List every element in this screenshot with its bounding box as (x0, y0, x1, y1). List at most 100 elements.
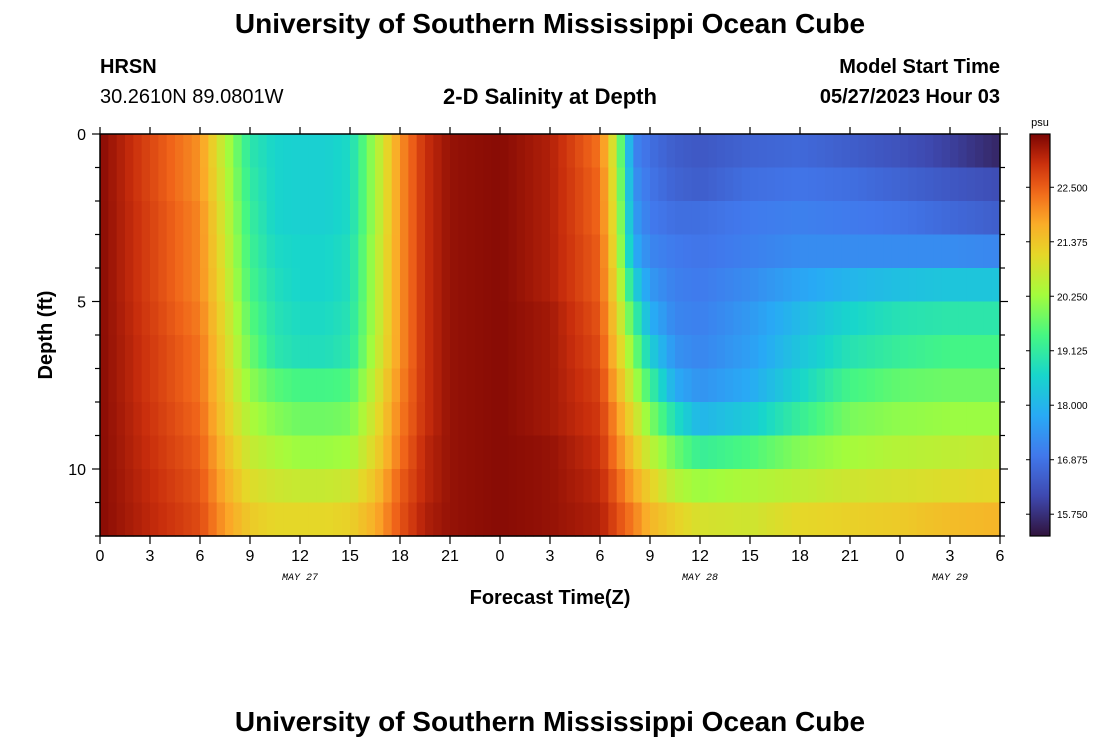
heatmap-cell (425, 469, 434, 504)
heatmap-cell (183, 502, 193, 537)
heatmap-cell (283, 502, 293, 537)
heatmap-cell (558, 502, 568, 537)
heatmap-cell (550, 167, 559, 202)
heatmap-cell (325, 234, 334, 269)
heatmap-cell (733, 134, 743, 169)
heatmap-cell (333, 368, 343, 403)
heatmap-cell (225, 268, 234, 303)
heatmap-cell (850, 268, 859, 303)
heatmap-cell (691, 201, 701, 236)
heatmap-cell (800, 368, 809, 403)
heatmap-cell (316, 469, 326, 504)
heatmap-cell (783, 234, 793, 269)
heatmap-cell (933, 268, 943, 303)
heatmap-cell (250, 402, 259, 437)
heatmap-cell (875, 301, 884, 336)
heatmap-cell (833, 368, 843, 403)
heatmap-cell (358, 402, 368, 437)
heatmap-cell (208, 268, 218, 303)
heatmap-cell (866, 201, 876, 236)
heatmap-cell (600, 268, 609, 303)
heatmap-cell (375, 234, 384, 269)
heatmap-cell (758, 502, 768, 537)
heatmap-cell (366, 368, 376, 403)
heatmap-cell (341, 301, 351, 336)
heatmap-cell (566, 435, 576, 470)
heatmap-cell (541, 469, 551, 504)
heatmap-cell (866, 134, 876, 169)
heatmap-cell (641, 167, 651, 202)
heatmap-cell (283, 301, 293, 336)
heatmap-cell (816, 502, 826, 537)
heatmap-cell (391, 368, 401, 403)
heatmap-cell (241, 234, 251, 269)
heatmap-cell (675, 469, 684, 504)
heatmap-cell (125, 469, 134, 504)
heatmap-cell (616, 368, 626, 403)
heatmap-cell (516, 301, 526, 336)
heatmap-cell (391, 502, 401, 537)
heatmap-cell (750, 335, 759, 370)
heatmap-cell (266, 469, 276, 504)
heatmap-cell (766, 268, 776, 303)
heatmap-cell (541, 502, 551, 537)
y-axis: 0 5 10 (68, 127, 1008, 537)
heatmap-cell (433, 167, 443, 202)
x-tick-label: 9 (646, 548, 655, 565)
heatmap-cell (858, 134, 868, 169)
heatmap-cell (800, 134, 809, 169)
heatmap-cell (166, 469, 176, 504)
x-tick-label: 21 (841, 548, 859, 565)
heatmap-cell (841, 234, 851, 269)
heatmap-cell (958, 301, 968, 336)
heatmap-cell (900, 469, 909, 504)
heatmap-cell (116, 402, 126, 437)
heatmap-cell (991, 201, 1001, 236)
heatmap-cell (383, 134, 393, 169)
heatmap-cell (825, 402, 834, 437)
heatmap-cell (100, 234, 109, 269)
heatmap-cell (316, 201, 326, 236)
heatmap-cell (625, 268, 634, 303)
heatmap-cell (783, 167, 793, 202)
y-axis-label: Depth (ft) (35, 291, 57, 380)
heatmap-cell (566, 167, 576, 202)
heatmap-cell (275, 167, 284, 202)
heatmap-cell (483, 368, 493, 403)
heatmap-cell (633, 368, 643, 403)
heatmap-cell (383, 368, 393, 403)
heatmap-cell (225, 167, 234, 202)
heatmap-cell (375, 335, 384, 370)
heatmap-cell (808, 335, 818, 370)
heatmap-cell (975, 402, 984, 437)
heatmap-cell (500, 134, 509, 169)
heatmap-cell (850, 234, 859, 269)
heatmap-cell (158, 201, 168, 236)
x-tick-label: 15 (341, 548, 359, 565)
heatmap-cell (891, 268, 901, 303)
heatmap-cell (908, 268, 918, 303)
heatmap-cell (325, 268, 334, 303)
heatmap-cell (308, 435, 318, 470)
heatmap-cell (600, 167, 609, 202)
heatmap-cell (941, 134, 951, 169)
heatmap-cell (658, 201, 668, 236)
heatmap-cell (191, 167, 201, 202)
heatmap-cell (208, 167, 218, 202)
heatmap-cell (100, 368, 109, 403)
heatmap-cell (691, 335, 701, 370)
heatmap-cell (350, 301, 359, 336)
heatmap-cell (316, 301, 326, 336)
heatmap-cell (158, 335, 168, 370)
heatmap-cell (925, 469, 934, 504)
heatmap-cell (766, 201, 776, 236)
heatmap-cell (583, 402, 593, 437)
heatmap-cell (575, 268, 584, 303)
heatmap-cell (416, 435, 426, 470)
heatmap-cell (941, 402, 951, 437)
heatmap-cell (958, 167, 968, 202)
heatmap-cell (858, 268, 868, 303)
heatmap-cell (891, 201, 901, 236)
heatmap-cell (758, 201, 768, 236)
heatmap-cell (191, 301, 201, 336)
